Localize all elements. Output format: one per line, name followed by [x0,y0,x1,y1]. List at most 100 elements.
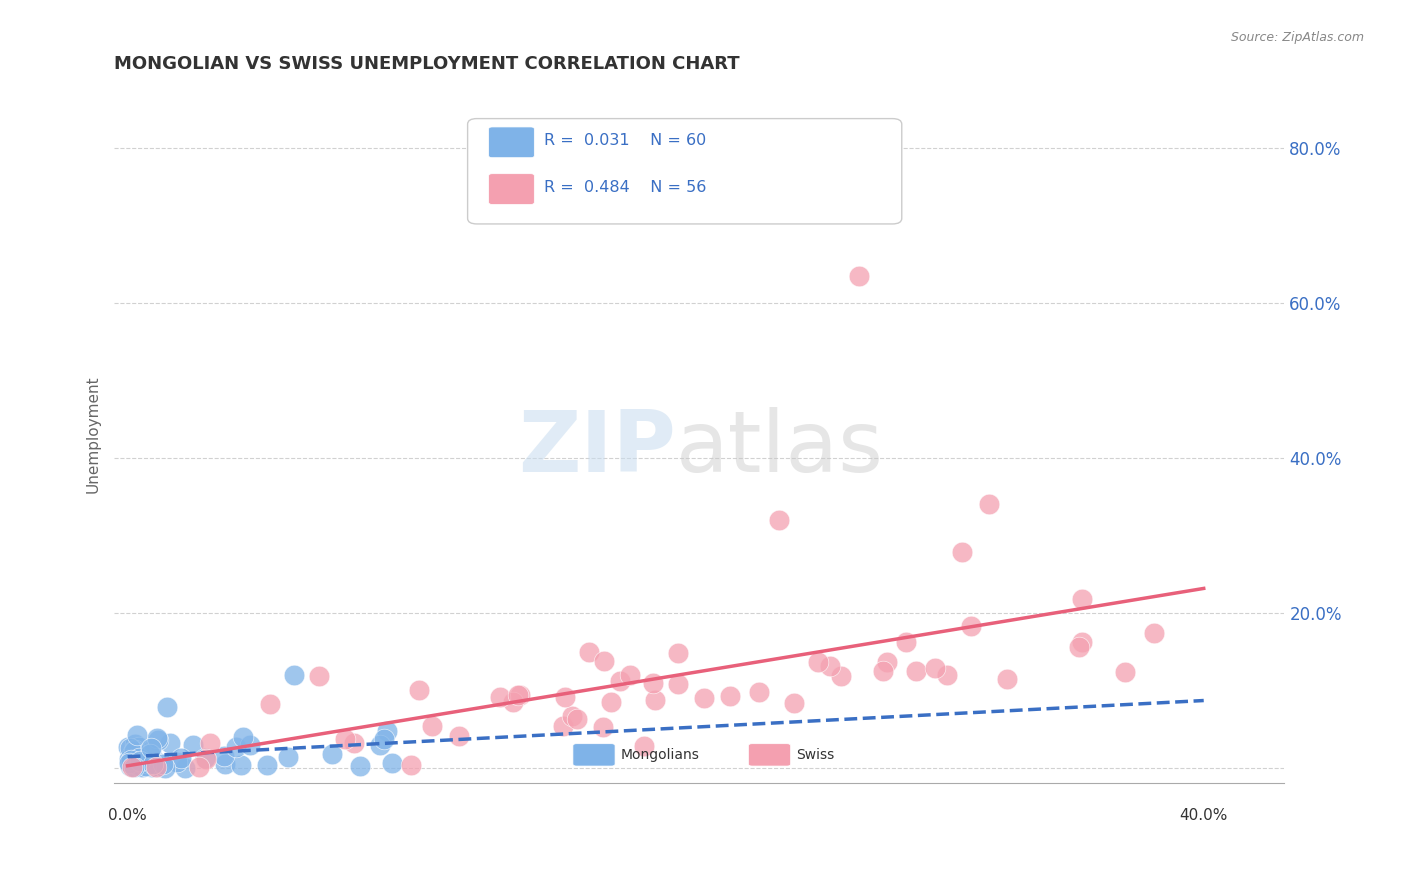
Point [259,697,281,711]
Point [375,723,398,738]
Point [118,756,141,770]
Point [599,695,621,709]
Point [1067,640,1090,654]
Point [644,693,666,707]
Point [181,739,204,753]
Point [118,741,141,756]
Point [381,756,404,771]
Point [128,759,150,773]
Point [122,750,145,764]
Point [619,668,641,682]
Point [718,689,741,703]
Point [174,761,197,775]
Point [156,700,179,714]
Point [283,668,305,682]
Point [807,655,830,669]
Point [343,736,366,750]
Point [1071,591,1094,606]
Point [578,645,600,659]
Point [139,747,162,761]
Point [135,759,157,773]
Text: R =  0.484    N = 56: R = 0.484 N = 56 [544,180,706,195]
Point [232,730,254,744]
Text: atlas: atlas [676,407,884,490]
Point [118,752,141,766]
Point [141,760,163,774]
Point [768,513,790,527]
Point [420,719,443,733]
Point [146,759,169,773]
Point [783,696,806,710]
Point [277,750,299,764]
Point [138,747,160,761]
Point [145,760,167,774]
Point [848,268,870,283]
Point [122,760,145,774]
Point [128,756,150,770]
Point [447,729,470,743]
Point [1143,626,1166,640]
Point [633,739,655,753]
Point [373,732,395,747]
Point [128,754,150,768]
FancyBboxPatch shape [572,744,614,766]
Point [256,758,278,772]
Point [502,695,524,709]
Point [561,708,583,723]
Point [321,747,343,761]
Point [148,733,170,747]
Point [128,740,150,755]
Point [117,740,139,755]
Point [593,654,616,668]
Point [198,736,221,750]
Text: MONGOLIAN VS SWISS UNEMPLOYMENT CORRELATION CHART: MONGOLIAN VS SWISS UNEMPLOYMENT CORRELAT… [114,55,740,73]
Point [551,719,574,733]
FancyBboxPatch shape [748,744,790,766]
Point [1114,665,1136,679]
Point [152,756,174,771]
Y-axis label: Unemployment: Unemployment [86,376,100,493]
Point [872,664,894,678]
Point [153,761,176,775]
Point [225,740,247,755]
Point [122,743,145,757]
Point [333,732,356,747]
Point [509,688,531,702]
Point [142,757,165,772]
Point [145,731,167,745]
Point [166,756,188,770]
Point [960,618,983,632]
Point [120,753,142,767]
Text: R =  0.031    N = 60: R = 0.031 N = 60 [544,134,706,148]
Point [666,646,689,660]
Point [118,759,141,773]
Point [135,755,157,769]
Point [995,672,1018,686]
Point [894,635,917,649]
Point [935,668,957,682]
Point [170,751,193,765]
Point [121,760,143,774]
Text: Mongolians: Mongolians [621,747,700,762]
Text: 40.0%: 40.0% [1180,808,1227,823]
Point [592,720,614,734]
Point [308,669,330,683]
Point [212,749,235,764]
FancyBboxPatch shape [489,174,534,204]
Text: 0.0%: 0.0% [108,808,148,823]
Point [122,743,145,757]
Point [399,757,422,772]
Point [643,676,665,690]
Point [238,738,260,752]
Point [132,754,155,768]
Point [122,756,145,771]
Point [1070,635,1092,649]
Point [820,659,842,673]
Point [141,741,163,756]
Point [977,497,1000,511]
FancyBboxPatch shape [489,127,534,158]
Point [924,661,946,675]
Point [693,691,716,706]
Text: Source: ZipAtlas.com: Source: ZipAtlas.com [1230,31,1364,45]
Point [128,750,150,764]
